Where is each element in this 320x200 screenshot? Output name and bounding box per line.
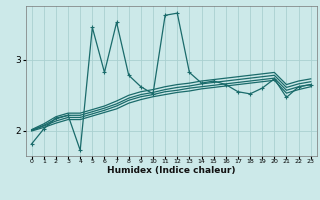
X-axis label: Humidex (Indice chaleur): Humidex (Indice chaleur) [107, 166, 236, 175]
